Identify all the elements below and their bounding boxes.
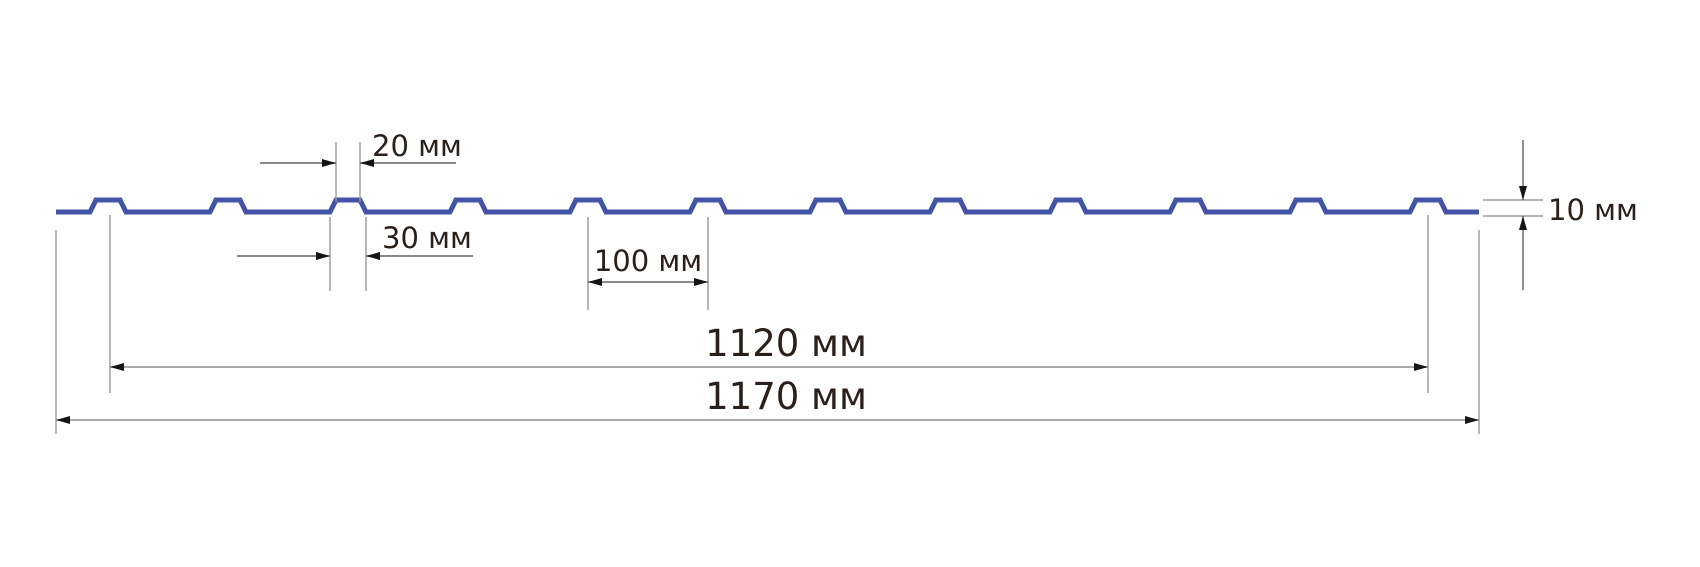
dimension-label-1120mm: 1120 мм xyxy=(705,322,867,365)
dimension-label-30mm: 30 мм xyxy=(382,221,472,255)
dimension-overall-width: 1170 мм xyxy=(55,230,1480,434)
dimension-label-10mm: 10 мм xyxy=(1548,193,1638,227)
profile-line xyxy=(56,197,1479,215)
dimension-rib-pitch: 100 мм xyxy=(587,217,709,310)
dimension-label-1170mm: 1170 мм xyxy=(705,375,867,418)
dimension-rib-top-width: 20 мм xyxy=(260,129,462,202)
dimension-working-width: 1120 мм xyxy=(109,215,1429,393)
dimension-label-100mm: 100 мм xyxy=(594,244,702,278)
dimension-rib-base-width: 30 мм xyxy=(237,217,473,291)
dimension-label-20mm: 20 мм xyxy=(372,129,462,163)
dimension-rib-height: 10 мм xyxy=(1483,140,1638,290)
